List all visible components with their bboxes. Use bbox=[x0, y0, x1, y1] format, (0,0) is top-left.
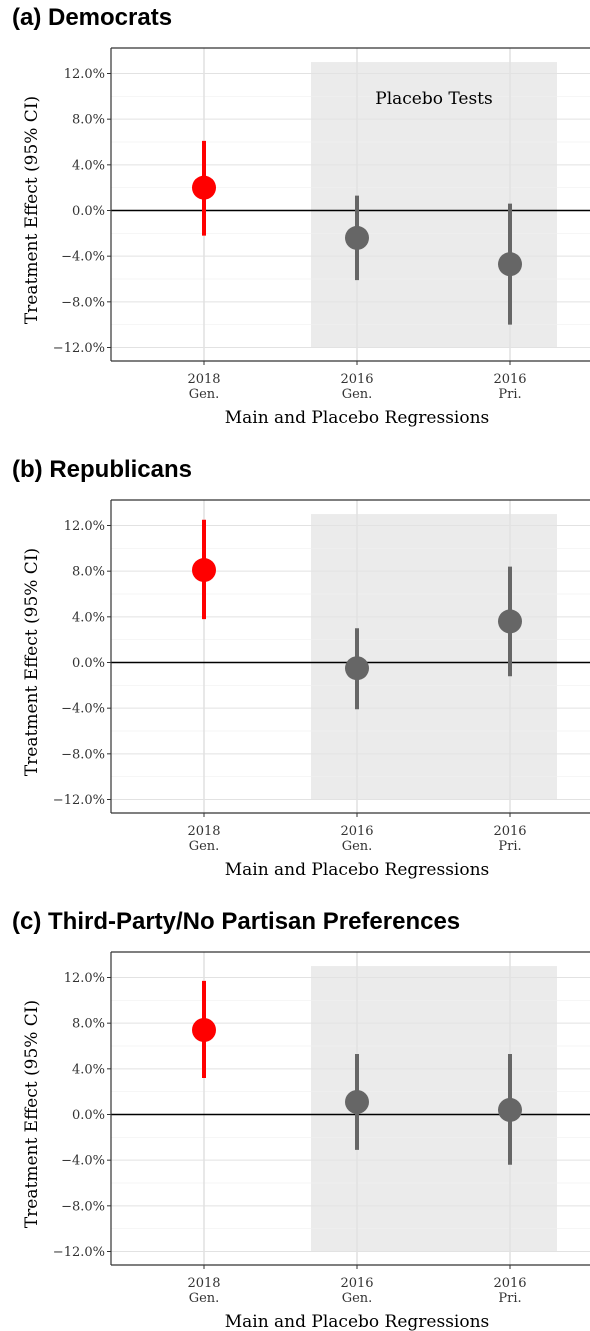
estimate-point bbox=[192, 1018, 216, 1043]
y-tick-label: 4.0% bbox=[72, 1062, 105, 1077]
y-tick-label: −4.0% bbox=[61, 250, 105, 265]
panel-title-a: (a) Democrats bbox=[12, 4, 173, 31]
x-tick-label: 2018 bbox=[187, 824, 220, 839]
y-tick-label: 0.0% bbox=[72, 204, 105, 219]
x-axis-title: Main and Placebo Regressions bbox=[225, 860, 490, 880]
y-tick-label: −8.0% bbox=[61, 295, 105, 310]
chart-panel-2: 12.0%8.0%4.0%0.0%−4.0%−8.0%−12.0%2018Gen… bbox=[22, 499, 590, 880]
panel-title-c: (c) Third-Party/No Partisan Preferences bbox=[12, 908, 461, 935]
x-axis-title: Main and Placebo Regressions bbox=[225, 408, 490, 428]
x-tick-label: 2018 bbox=[187, 372, 220, 387]
panel-title-b: (b) Republicans bbox=[12, 456, 193, 483]
x-tick-label: Gen. bbox=[189, 1291, 220, 1306]
x-tick-label: Gen. bbox=[189, 387, 220, 402]
placebo-region bbox=[311, 514, 557, 800]
y-tick-label: −12.0% bbox=[53, 341, 105, 356]
y-tick-label: −12.0% bbox=[53, 1245, 105, 1260]
y-tick-label: 8.0% bbox=[72, 565, 105, 580]
y-tick-label: 12.0% bbox=[64, 67, 105, 82]
x-tick-label: 2016 bbox=[340, 824, 373, 839]
x-tick-label: Pri. bbox=[498, 387, 521, 402]
x-tick-label: Pri. bbox=[498, 1291, 521, 1306]
estimate-point bbox=[345, 656, 369, 681]
y-tick-label: −4.0% bbox=[61, 702, 105, 717]
x-tick-label: Gen. bbox=[189, 839, 220, 854]
estimate-point bbox=[345, 1089, 369, 1114]
estimate-point bbox=[498, 252, 522, 277]
x-axis-title: Main and Placebo Regressions bbox=[225, 1312, 490, 1331]
x-tick-label: Gen. bbox=[342, 387, 373, 402]
y-tick-label: 12.0% bbox=[64, 519, 105, 534]
y-axis-title: Treatment Effect (95% CI) bbox=[22, 1000, 42, 1228]
y-tick-label: 8.0% bbox=[72, 113, 105, 128]
y-axis-title: Treatment Effect (95% CI) bbox=[22, 96, 42, 324]
x-tick-label: 2016 bbox=[493, 372, 526, 387]
x-tick-label: Gen. bbox=[342, 839, 373, 854]
y-tick-label: 12.0% bbox=[64, 971, 105, 986]
y-axis-title: Treatment Effect (95% CI) bbox=[22, 548, 42, 776]
estimate-point bbox=[498, 1097, 522, 1122]
y-tick-label: 0.0% bbox=[72, 1108, 105, 1123]
x-tick-label: 2016 bbox=[493, 824, 526, 839]
placebo-tests-label: Placebo Tests bbox=[375, 89, 492, 109]
y-tick-label: −4.0% bbox=[61, 1154, 105, 1169]
y-tick-label: −8.0% bbox=[61, 747, 105, 762]
x-tick-label: Pri. bbox=[498, 839, 521, 854]
y-tick-label: −12.0% bbox=[53, 793, 105, 808]
estimate-point bbox=[345, 225, 369, 250]
y-tick-label: −8.0% bbox=[61, 1199, 105, 1214]
x-tick-label: 2018 bbox=[187, 1276, 220, 1291]
y-tick-label: 4.0% bbox=[72, 610, 105, 625]
x-tick-label: 2016 bbox=[493, 1276, 526, 1291]
y-tick-label: 4.0% bbox=[72, 158, 105, 173]
x-tick-label: Gen. bbox=[342, 1291, 373, 1306]
chart-panel-1: 12.0%8.0%4.0%0.0%−4.0%−8.0%−12.0%2018Gen… bbox=[22, 47, 590, 428]
estimate-point bbox=[192, 175, 216, 200]
y-tick-label: 8.0% bbox=[72, 1017, 105, 1032]
y-tick-label: 0.0% bbox=[72, 656, 105, 671]
estimate-point bbox=[498, 609, 522, 634]
x-tick-label: 2016 bbox=[340, 372, 373, 387]
chart-panel-3: 12.0%8.0%4.0%0.0%−4.0%−8.0%−12.0%2018Gen… bbox=[22, 951, 590, 1331]
placebo-region bbox=[311, 62, 557, 348]
estimate-point bbox=[192, 558, 216, 583]
x-tick-label: 2016 bbox=[340, 1276, 373, 1291]
